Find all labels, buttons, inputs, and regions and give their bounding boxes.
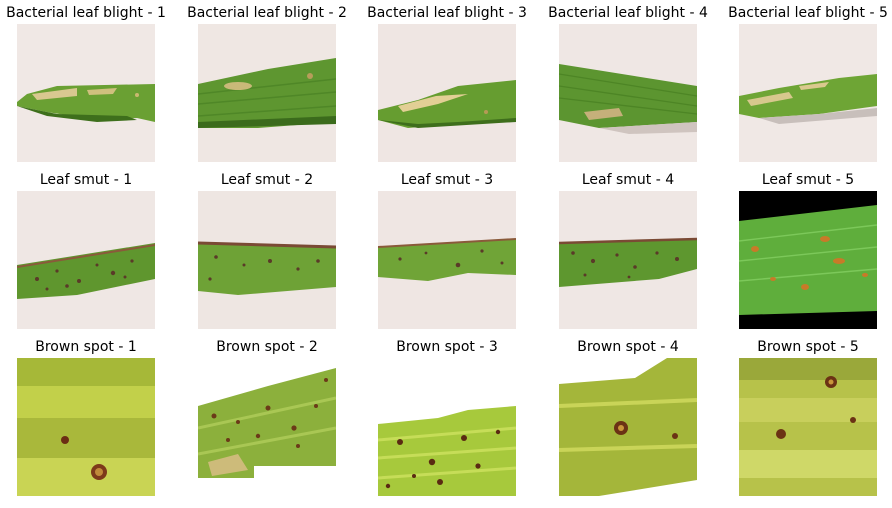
grid-cell: Brown spot - 4 <box>559 336 697 496</box>
image-title: Leaf smut - 1 <box>39 172 133 188</box>
grid-cell: Bacterial leaf blight - 4 <box>548 2 708 162</box>
leaf-photo-blight-5 <box>739 24 877 162</box>
grid-cell: Brown spot - 3 <box>378 336 516 496</box>
leaf-photo-brown-5 <box>739 358 877 496</box>
image-title: Leaf smut - 4 <box>581 172 675 188</box>
image-title: Bacterial leaf blight - 1 <box>6 5 166 21</box>
leaf-photo-brown-4 <box>559 358 697 496</box>
grid-cell: Brown spot - 5 <box>739 336 877 496</box>
image-title: Brown spot - 2 <box>216 339 318 355</box>
leaf-photo-blight-2 <box>198 24 336 162</box>
image-title: Brown spot - 4 <box>577 339 679 355</box>
grid-cell: Bacterial leaf blight - 3 <box>367 2 527 162</box>
image-title: Brown spot - 3 <box>396 339 498 355</box>
image-title: Leaf smut - 5 <box>761 172 855 188</box>
leaf-photo-brown-3 <box>378 358 516 496</box>
leaf-photo-smut-5 <box>739 191 877 329</box>
image-title: Bacterial leaf blight - 2 <box>187 5 347 21</box>
grid-cell: Leaf smut - 5 <box>739 169 877 329</box>
grid-cell: Brown spot - 2 <box>198 336 336 496</box>
leaf-photo-brown-2 <box>198 358 336 496</box>
grid-cell: Leaf smut - 1 <box>17 169 155 329</box>
grid-cell: Bacterial leaf blight - 1 <box>6 2 166 162</box>
image-title: Bacterial leaf blight - 5 <box>728 5 888 21</box>
leaf-photo-blight-3 <box>378 24 516 162</box>
leaf-photo-smut-3 <box>378 191 516 329</box>
leaf-photo-smut-2 <box>198 191 336 329</box>
grid-cell: Leaf smut - 4 <box>559 169 697 329</box>
image-title: Bacterial leaf blight - 3 <box>367 5 527 21</box>
grid-cell: Leaf smut - 3 <box>378 169 516 329</box>
grid-cell: Bacterial leaf blight - 5 <box>728 2 888 162</box>
grid-cell: Leaf smut - 2 <box>198 169 336 329</box>
leaf-photo-brown-1 <box>17 358 155 496</box>
leaf-photo-blight-1 <box>17 24 155 162</box>
image-title: Brown spot - 1 <box>35 339 137 355</box>
image-title: Bacterial leaf blight - 4 <box>548 5 708 21</box>
leaf-photo-smut-4 <box>559 191 697 329</box>
leaf-photo-blight-4 <box>559 24 697 162</box>
leaf-photo-smut-1 <box>17 191 155 329</box>
image-title: Brown spot - 5 <box>757 339 859 355</box>
image-title: Leaf smut - 2 <box>220 172 314 188</box>
grid-cell: Brown spot - 1 <box>17 336 155 496</box>
grid-cell: Bacterial leaf blight - 2 <box>187 2 347 162</box>
image-title: Leaf smut - 3 <box>400 172 494 188</box>
